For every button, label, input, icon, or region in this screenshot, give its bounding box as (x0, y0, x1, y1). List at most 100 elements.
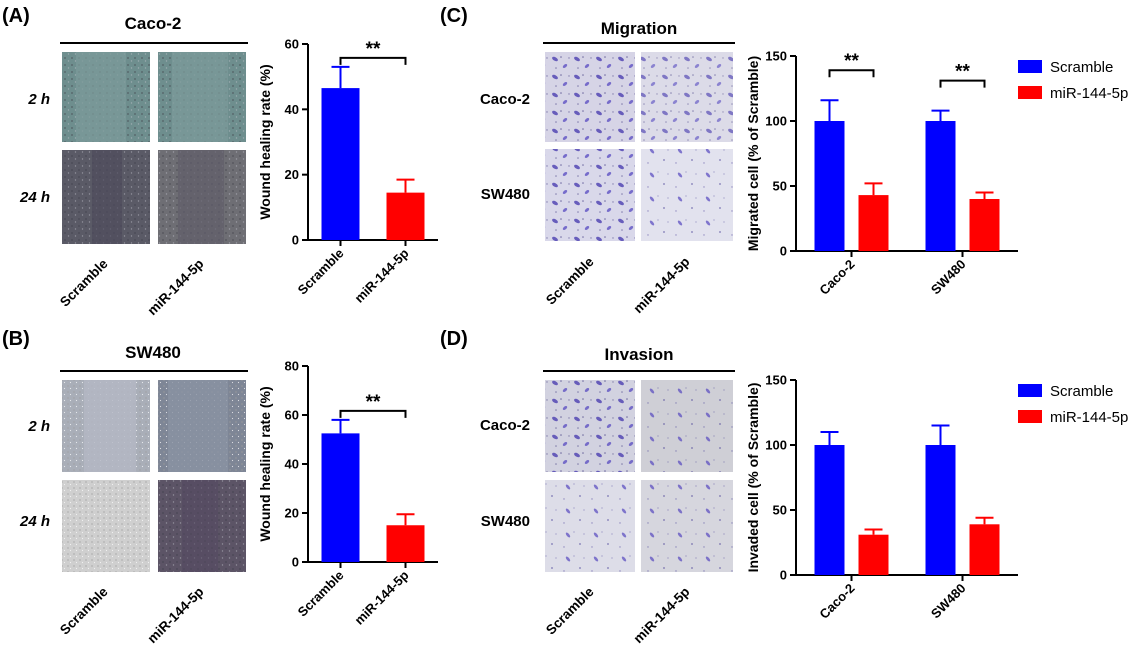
panel-b-micrograph-2h-scramble (62, 380, 150, 472)
panel-c-sig-label-0: ** (844, 51, 859, 72)
panel-d-y-tick-label: 150 (765, 373, 787, 388)
panel-c-micrograph-caco2-mir (641, 52, 733, 142)
panel-d-micrograph-caco2-mir (641, 380, 733, 472)
panel-d-col-scramble: Scramble (543, 584, 597, 638)
panel-c-bar-1-0 (925, 121, 956, 251)
panel-a-y-tick-label: 20 (285, 167, 299, 182)
panel-d-micrograph-sw480-mir (641, 480, 733, 572)
panel-b-x-tick-label: Scramble (295, 568, 347, 620)
panel-a-row-24h: 24 h (19, 189, 50, 206)
panel-c-bar-0-1 (858, 195, 889, 251)
panel-b-bar-1 (386, 525, 425, 562)
panel-c-legend-swatch-0 (1018, 60, 1042, 73)
panel-b-micrograph-24h-scramble (62, 480, 150, 572)
panel-d-chart: 0 50 100 150 Invaded cell (% of Scramble) Cac… (745, 373, 1128, 622)
panel-b-col-scramble: Scramble (57, 584, 111, 638)
panel-a-col-mir: miR-144-5p (145, 256, 207, 318)
panel-a-y-tick-label: 60 (285, 37, 299, 52)
panel-a-sig-bracket (339, 56, 407, 65)
panel-a-title: Caco-2 (125, 14, 182, 33)
panel-a-micrograph-24h-scramble (62, 150, 150, 244)
panel-d-legend-swatch-1 (1018, 410, 1042, 423)
panel-c-bar-1-1 (969, 199, 1000, 251)
panel-a-micrograph-2h-mir (158, 52, 246, 142)
panel-c-y-axis-label: Migrated cell (% of Scramble) (745, 56, 761, 251)
panel-c-bar-0-0 (814, 121, 845, 251)
panel-d-x-tick-label: Caco-2 (816, 581, 857, 622)
panel-a-col-scramble: Scramble (57, 256, 111, 310)
panel-d-bar-0-1 (858, 534, 889, 575)
panel-b: (B) SW480 2 h 24 h Scramble miR-144-5p (2, 328, 248, 646)
panel-c-row-caco2: Caco-2 (480, 91, 530, 108)
panel-d-micrograph-caco2-scramble (545, 380, 635, 472)
panel-b-y-tick-label: 40 (285, 457, 299, 472)
panel-b-col-mir: miR-144-5p (145, 584, 207, 646)
panel-c-y-tick-label: 100 (765, 114, 787, 129)
panel-c-legend-label-0: Scramble (1050, 59, 1113, 76)
panel-b-micrograph-2h-mir (158, 380, 246, 472)
panel-c-x-tick-label: Caco-2 (816, 257, 857, 298)
panel-c-sig-bracket-0 (828, 69, 875, 78)
panel-b-y-tick-label: 80 (285, 359, 299, 374)
panel-d-row-sw480: SW480 (481, 513, 530, 530)
panel-a-y-tick-label: 0 (292, 233, 299, 248)
panel-a-y-tick-label: 40 (285, 102, 299, 117)
panel-a-sig-label: ** (366, 39, 381, 60)
panel-d-row-caco2: Caco-2 (480, 417, 530, 434)
panel-c-col-mir: miR-144-5p (631, 254, 693, 316)
panel-b-label: (B) (2, 328, 30, 350)
panel-a-label: (A) (2, 5, 30, 27)
panel-c-legend-swatch-1 (1018, 86, 1042, 99)
panel-b-title: SW480 (125, 343, 181, 362)
panel-c-micrograph-sw480-scramble (545, 149, 635, 241)
panel-a-micrograph-24h-mir (158, 150, 246, 244)
panel-b-x-tick-label: miR-144-5p (351, 567, 411, 627)
panel-c-micrograph-sw480-mir (641, 149, 733, 241)
panel-d-col-mir: miR-144-5p (631, 584, 693, 646)
panel-c-chart: 0 50 100 150 Migrated cell (% of Scramble) Ca… (745, 49, 1128, 298)
panel-c-x-tick-label: SW480 (928, 257, 969, 298)
panel-c-y-tick-label: 0 (780, 244, 787, 259)
panel-a-bar-1 (386, 192, 425, 240)
panel-b-chart: 0 20 40 60 80 Wound healing rate (%) Scramble m… (257, 359, 438, 628)
panel-b-micrograph-24h-mir (158, 480, 246, 572)
panel-a-chart: 0 20 40 60 Wound healing rate (%) Scramble miR… (257, 37, 438, 306)
panel-d-legend-label-1: miR-144-5p (1050, 409, 1128, 426)
panel-b-bar-0 (321, 433, 360, 562)
panel-c-title: Migration (601, 19, 678, 38)
panel-d-y-axis-label: Invaded cell (% of Scramble) (745, 383, 761, 573)
panel-d: (D) Invasion Caco-2 SW480 Scramble miR-1… (440, 328, 735, 646)
panel-a-y-axis-label: Wound healing rate (%) (257, 64, 273, 219)
panel-b-y-tick-label: 60 (285, 408, 299, 423)
panel-a-row-2h: 2 h (27, 91, 50, 108)
panel-b-sig-label: ** (366, 392, 381, 413)
panel-d-title: Invasion (605, 345, 674, 364)
panel-d-y-tick-label: 50 (773, 503, 787, 518)
panel-b-y-tick-label: 20 (285, 506, 299, 521)
panel-d-micrograph-sw480-scramble (545, 480, 635, 572)
panel-c: (C) Migration Caco-2 SW480 Scramble miR-… (440, 5, 735, 316)
panel-a-x-tick-label: Scramble (295, 246, 347, 298)
panel-d-y-tick-label: 0 (780, 568, 787, 583)
panel-a: (A) Caco-2 2 h 24 h Scramble miR-144-5p (2, 5, 248, 318)
panel-a-x-tick-label: miR-144-5p (351, 245, 411, 305)
panel-d-label: (D) (440, 328, 468, 350)
panel-c-legend-label-1: miR-144-5p (1050, 85, 1128, 102)
panel-c-row-sw480: SW480 (481, 186, 530, 203)
panel-b-y-axis-label: Wound healing rate (%) (257, 386, 273, 541)
panel-b-y-tick-label: 0 (292, 555, 299, 570)
panel-b-sig-bracket (339, 409, 407, 418)
panel-d-bar-0-0 (814, 445, 845, 575)
panel-d-legend-label-0: Scramble (1050, 383, 1113, 400)
panel-c-col-scramble: Scramble (543, 254, 597, 308)
panel-d-x-tick-label: SW480 (928, 581, 969, 622)
panel-c-label: (C) (440, 5, 468, 27)
panel-b-row-24h: 24 h (19, 513, 50, 530)
panel-c-y-tick-label: 150 (765, 49, 787, 64)
panel-d-y-tick-label: 100 (765, 438, 787, 453)
panel-d-bar-1-0 (925, 445, 956, 575)
panel-c-y-tick-label: 50 (773, 179, 787, 194)
panel-d-bar-1-1 (969, 524, 1000, 575)
panel-b-row-2h: 2 h (27, 418, 50, 435)
